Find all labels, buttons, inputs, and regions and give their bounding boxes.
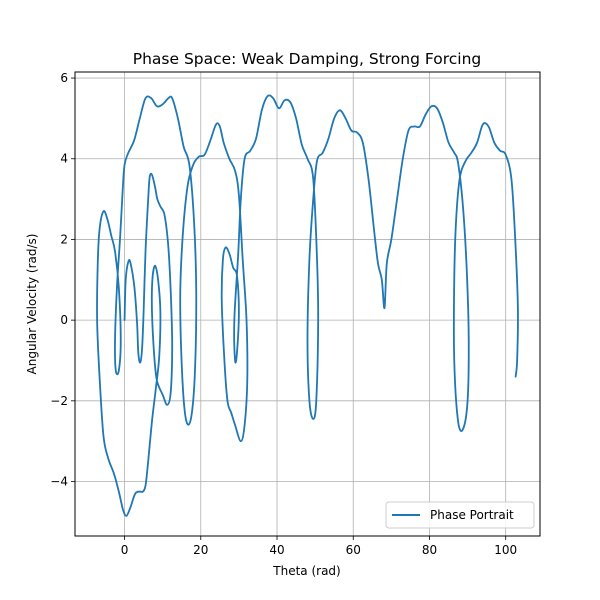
x-tick-label: 100: [494, 543, 517, 557]
x-tick-label: 60: [346, 543, 361, 557]
series-line-0: [96, 94, 519, 517]
y-tick-label: 0: [60, 313, 68, 327]
x-tick-label: 20: [193, 543, 208, 557]
y-axis-label: Angular Velocity (rad/s): [25, 234, 39, 375]
y-tick-label: 6: [60, 71, 68, 85]
legend-label-phase-portrait: Phase Portrait: [430, 508, 514, 522]
y-tick-label: −2: [50, 394, 68, 408]
plot-frame: [74, 71, 541, 537]
y-tick-label: −4: [50, 475, 68, 489]
x-tick-label: 80: [422, 543, 437, 557]
chart-title: Phase Space: Weak Damping, Strong Forcin…: [133, 50, 482, 68]
x-tick-label: 0: [121, 543, 129, 557]
x-tick-label: 40: [269, 543, 284, 557]
y-tick-label: 4: [60, 152, 68, 166]
y-tick-label: 2: [60, 232, 68, 246]
x-axis-label: Theta (rad): [272, 564, 340, 578]
legend-box: [385, 501, 535, 529]
series-layer: [96, 94, 519, 517]
legend: Phase Portrait: [385, 501, 535, 529]
axis-ticks: 0 20 40 60 80 100 −4 −2 0 2 4 6: [50, 71, 517, 557]
